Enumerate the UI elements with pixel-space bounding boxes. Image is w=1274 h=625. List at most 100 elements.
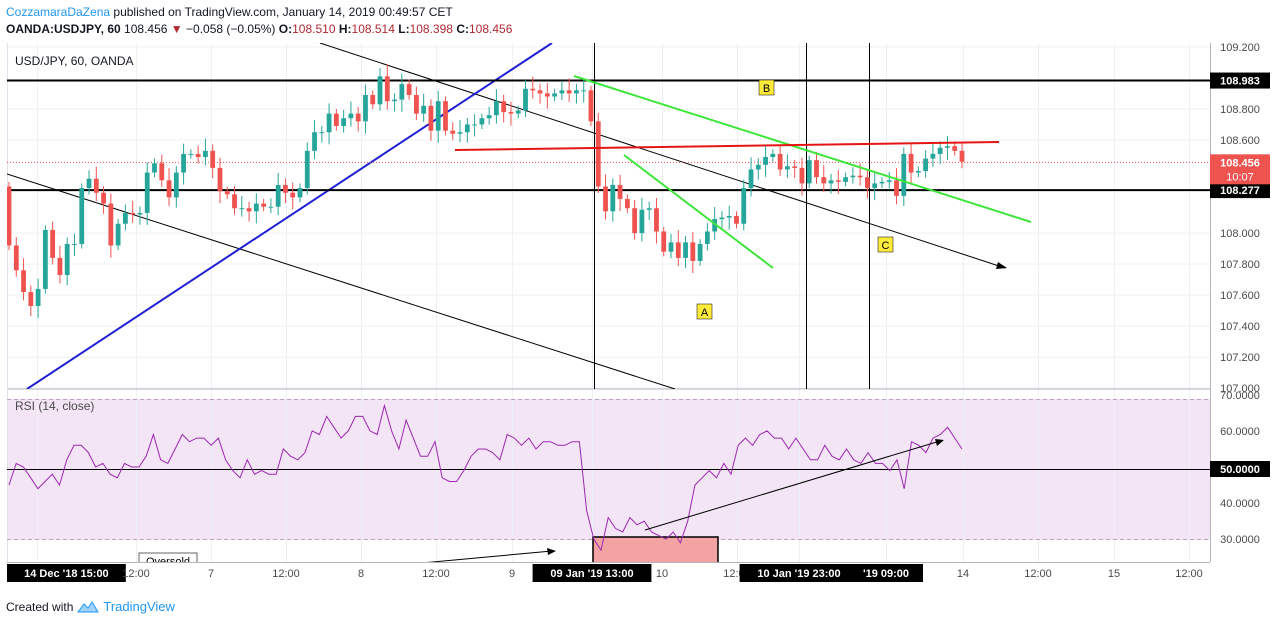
candle	[646, 201, 652, 221]
candle	[552, 88, 558, 102]
candle-body	[479, 118, 485, 125]
candle-body	[50, 229, 56, 258]
candle	[603, 174, 608, 220]
candle	[726, 205, 732, 230]
author-link[interactable]: CozzamaraDaZena	[6, 5, 111, 19]
candle	[203, 138, 208, 166]
oversold-arrow	[427, 550, 553, 562]
candle-body	[399, 84, 405, 100]
candle	[443, 96, 448, 136]
candle-body	[253, 203, 259, 212]
price-tick-label: 107.400	[1220, 321, 1260, 333]
candle-body	[515, 110, 521, 114]
candle	[486, 106, 492, 125]
candle	[261, 198, 267, 212]
candle	[268, 198, 274, 214]
candle-body	[923, 158, 929, 172]
candle-body	[86, 178, 92, 189]
label-c-text: C	[882, 240, 890, 252]
candle-body	[843, 177, 849, 182]
candle	[479, 113, 485, 130]
candle	[464, 117, 470, 143]
candle-body	[7, 186, 12, 246]
oversold-label: Oversold	[146, 556, 190, 568]
candle	[675, 230, 681, 267]
candle-body	[617, 184, 623, 199]
price-tick-label: 107.600	[1220, 290, 1260, 302]
candle-body	[443, 101, 448, 131]
candle	[574, 83, 579, 104]
candle-body	[21, 270, 26, 293]
candle-body	[850, 175, 856, 178]
candle	[748, 157, 754, 197]
candle	[624, 194, 630, 213]
candle	[35, 278, 41, 319]
time-axis[interactable]: 14 Dec '18 15:00 12:00 7 12:00 8 12:00 9 09 Jan…	[7, 564, 1203, 582]
candle	[683, 235, 688, 269]
publish-info: published on TradingView.com, January 14…	[113, 5, 453, 19]
label-a-text: A	[701, 307, 709, 319]
oversold-label-box	[138, 552, 198, 562]
price-tick-label: 109.200	[1220, 42, 1260, 54]
label-b: B	[758, 79, 775, 96]
rsi-divergence-arrowhead	[935, 439, 944, 446]
candle-body	[712, 219, 718, 232]
candle-body	[755, 164, 761, 170]
candle-body	[304, 150, 310, 189]
time-tick-label: 12:00	[422, 568, 450, 580]
candle-body	[879, 181, 885, 184]
resistance-price-tag: 108.983	[1210, 72, 1270, 89]
time-highlight-box	[849, 564, 923, 582]
candle	[755, 158, 761, 180]
time-tick-label: 10	[656, 568, 668, 580]
candle	[304, 142, 310, 195]
candle	[828, 173, 834, 194]
candle	[21, 258, 26, 301]
candle	[821, 165, 827, 192]
candle-body	[886, 180, 892, 182]
candle	[530, 76, 536, 99]
candle	[537, 83, 543, 104]
tradingview-brand[interactable]: TradingView	[103, 599, 175, 614]
candle	[13, 237, 19, 277]
candle	[959, 142, 965, 169]
candle	[632, 199, 638, 240]
candle-body	[835, 180, 841, 182]
rsi-50-text: 50.0000	[1220, 464, 1260, 476]
publish-line: CozzamaraDaZena published on TradingView…	[6, 4, 512, 21]
time-tick-label: 12:00	[272, 568, 300, 580]
candle-body	[726, 216, 732, 218]
candle	[945, 135, 950, 160]
candle	[370, 90, 376, 109]
candle-body	[704, 231, 710, 244]
candle-body	[537, 90, 543, 94]
candle-body	[166, 180, 172, 198]
low-value: 108.398	[409, 22, 453, 36]
candle	[494, 89, 499, 124]
high-value: 108.514	[351, 22, 395, 36]
candle	[799, 157, 805, 196]
candle-body	[181, 153, 186, 173]
rsi-axis[interactable]: 70.0000 60.0000 40.0000 30.0000	[1220, 390, 1260, 546]
candle-body	[697, 243, 703, 261]
candle	[690, 232, 696, 274]
time-tick-label: 8	[358, 568, 364, 580]
candle-body	[915, 171, 921, 173]
candle-body	[137, 212, 143, 215]
candle-body	[792, 166, 798, 168]
candle-body	[734, 216, 739, 224]
candle	[428, 99, 434, 141]
candle-body	[552, 93, 558, 97]
candle	[843, 172, 849, 187]
candle-body	[872, 183, 878, 189]
candle-body	[952, 146, 958, 151]
candle-body	[639, 209, 645, 234]
candle	[392, 93, 397, 112]
black-channel-line-lower	[7, 173, 676, 389]
candle-body	[574, 90, 579, 94]
candle	[814, 151, 819, 184]
candle	[654, 198, 659, 244]
candle-body	[472, 124, 477, 126]
price-axis[interactable]: 109.200 108.800 108.600 108.000 107.800 107.6…	[1220, 42, 1260, 395]
